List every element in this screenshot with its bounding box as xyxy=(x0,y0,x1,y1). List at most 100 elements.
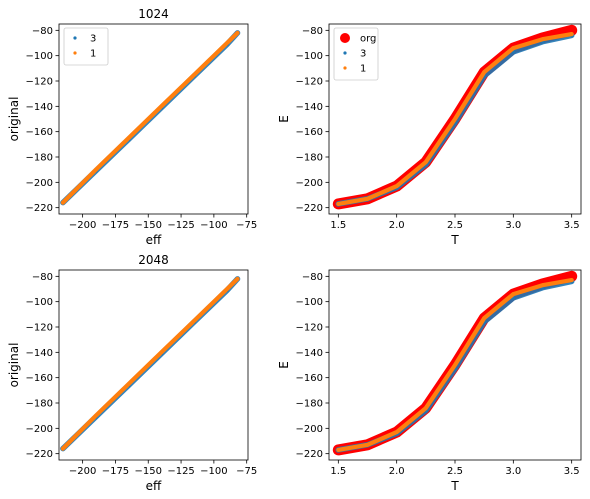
x-tick-label: 3.0 xyxy=(505,220,521,231)
legend-marker-1 xyxy=(343,66,347,70)
axes-frame xyxy=(58,23,249,215)
series-1-point xyxy=(453,363,457,367)
series-1-point xyxy=(511,292,516,296)
series-1-point xyxy=(61,446,65,451)
x-tick-label: 3.0 xyxy=(505,466,521,477)
x-axis-label: eff xyxy=(146,233,162,247)
y-tick-label: −160 xyxy=(26,373,53,384)
y-tick-label: −80 xyxy=(302,272,323,283)
legend-label: 1 xyxy=(360,64,366,75)
x-tick-label: 1.5 xyxy=(330,220,346,231)
series-1-point xyxy=(94,413,98,418)
y-tick-label: −140 xyxy=(296,348,323,359)
y-tick-label: −80 xyxy=(32,272,53,283)
series-1-point xyxy=(126,382,131,386)
y-tick-label: −120 xyxy=(296,323,323,334)
x-tick-label: −150 xyxy=(135,466,162,477)
x-tick-label: −100 xyxy=(200,220,227,231)
legend-label: 1 xyxy=(90,49,96,60)
x-tick-label: 3.5 xyxy=(564,466,580,477)
series-1-point xyxy=(482,70,487,74)
chart-title: 1024 xyxy=(138,7,169,21)
series-1-point xyxy=(511,46,516,50)
series-1-point xyxy=(225,287,229,291)
y-tick-label: −200 xyxy=(26,178,53,189)
x-tick-label: −200 xyxy=(69,220,96,231)
y-tick-label: −180 xyxy=(26,399,53,410)
series-1-point xyxy=(569,32,574,36)
x-tick-label: −175 xyxy=(102,220,129,231)
y-tick-label: −180 xyxy=(296,153,323,164)
plot-area xyxy=(60,276,241,452)
series-1-point xyxy=(394,430,399,434)
series-1-point xyxy=(192,318,196,323)
y-tick-label: −160 xyxy=(296,127,323,138)
series-1-point xyxy=(424,160,428,164)
series-1-point xyxy=(365,197,370,201)
y-tick-label: −100 xyxy=(296,297,323,308)
series-1-point xyxy=(482,316,487,320)
y-tick-label: −200 xyxy=(296,424,323,435)
x-axis-label: eff xyxy=(146,479,162,493)
x-tick-label: −200 xyxy=(69,466,96,477)
subplot-3: −200 −175 −150 −125 −100 −75 −220 −200 −180 −160 −… xyxy=(7,253,257,493)
x-axis-label: T xyxy=(450,479,459,493)
series-1-point xyxy=(159,350,164,355)
y-axis-label: original xyxy=(7,343,21,388)
x-tick-label: −150 xyxy=(135,220,162,231)
legend-label: 3 xyxy=(90,34,96,45)
y-tick-label: −120 xyxy=(296,77,323,88)
x-tick-label: −75 xyxy=(236,466,257,477)
chart-title: 2048 xyxy=(138,253,169,267)
plot-area xyxy=(332,270,578,456)
x-tick-label: −100 xyxy=(200,466,227,477)
legend-label: org xyxy=(360,34,376,45)
x-tick-label: 2.5 xyxy=(447,466,463,477)
series-1-point xyxy=(365,443,370,447)
y-tick-label: −220 xyxy=(296,203,323,214)
x-tick-label: −125 xyxy=(167,220,194,231)
legend-marker-1 xyxy=(73,51,77,55)
subplot-1: −200 −175 −150 −125 −100 −75 −220 −200 −180 −160 −… xyxy=(7,7,257,247)
series-1-point xyxy=(126,136,131,140)
x-tick-label: −175 xyxy=(102,466,129,477)
legend-marker-org xyxy=(340,33,350,43)
y-tick-label: −220 xyxy=(26,203,53,214)
x-axis-label: T xyxy=(450,233,459,247)
plot-area xyxy=(60,30,241,206)
series-1-point xyxy=(540,283,545,288)
y-tick-label: −140 xyxy=(296,102,323,113)
legend-box xyxy=(63,27,109,66)
x-tick-label: 2.5 xyxy=(447,220,463,231)
series-1-point xyxy=(61,200,65,205)
y-tick-label: −220 xyxy=(26,449,53,460)
axes-frame xyxy=(58,269,249,461)
subplot-4: 1.5 2.0 2.5 3.0 3.5 −220 −200 −180 −160 −140 −120 −… xyxy=(277,269,582,493)
x-tick-label: −125 xyxy=(167,466,194,477)
series-1-trace xyxy=(60,276,240,451)
y-tick-label: −80 xyxy=(302,26,323,37)
y-axis-label: E xyxy=(277,115,291,123)
legend-marker-3 xyxy=(73,36,77,40)
y-tick-label: −180 xyxy=(26,153,53,164)
y-axis-label: original xyxy=(7,97,21,142)
series-1-point xyxy=(225,41,229,45)
x-tick-label: −75 xyxy=(236,220,257,231)
series-1-point xyxy=(424,406,428,410)
series-1-point xyxy=(336,448,341,452)
y-tick-label: −140 xyxy=(26,102,53,113)
y-tick-label: −120 xyxy=(26,77,53,88)
legend-marker-3 xyxy=(343,51,347,55)
series-1-point xyxy=(569,278,574,282)
y-tick-label: −80 xyxy=(32,26,53,37)
y-tick-label: −140 xyxy=(26,348,53,359)
series-1-point xyxy=(235,277,240,281)
y-tick-label: −200 xyxy=(26,424,53,435)
y-tick-label: −200 xyxy=(296,178,323,189)
subplot-2: 1.5 2.0 2.5 3.0 3.5 −220 −200 −180 −160 −140 −120 −… xyxy=(277,23,582,247)
series-1-point xyxy=(94,167,98,172)
y-tick-label: −120 xyxy=(26,323,53,334)
y-tick-label: −160 xyxy=(296,373,323,384)
series-1-point xyxy=(453,117,457,121)
